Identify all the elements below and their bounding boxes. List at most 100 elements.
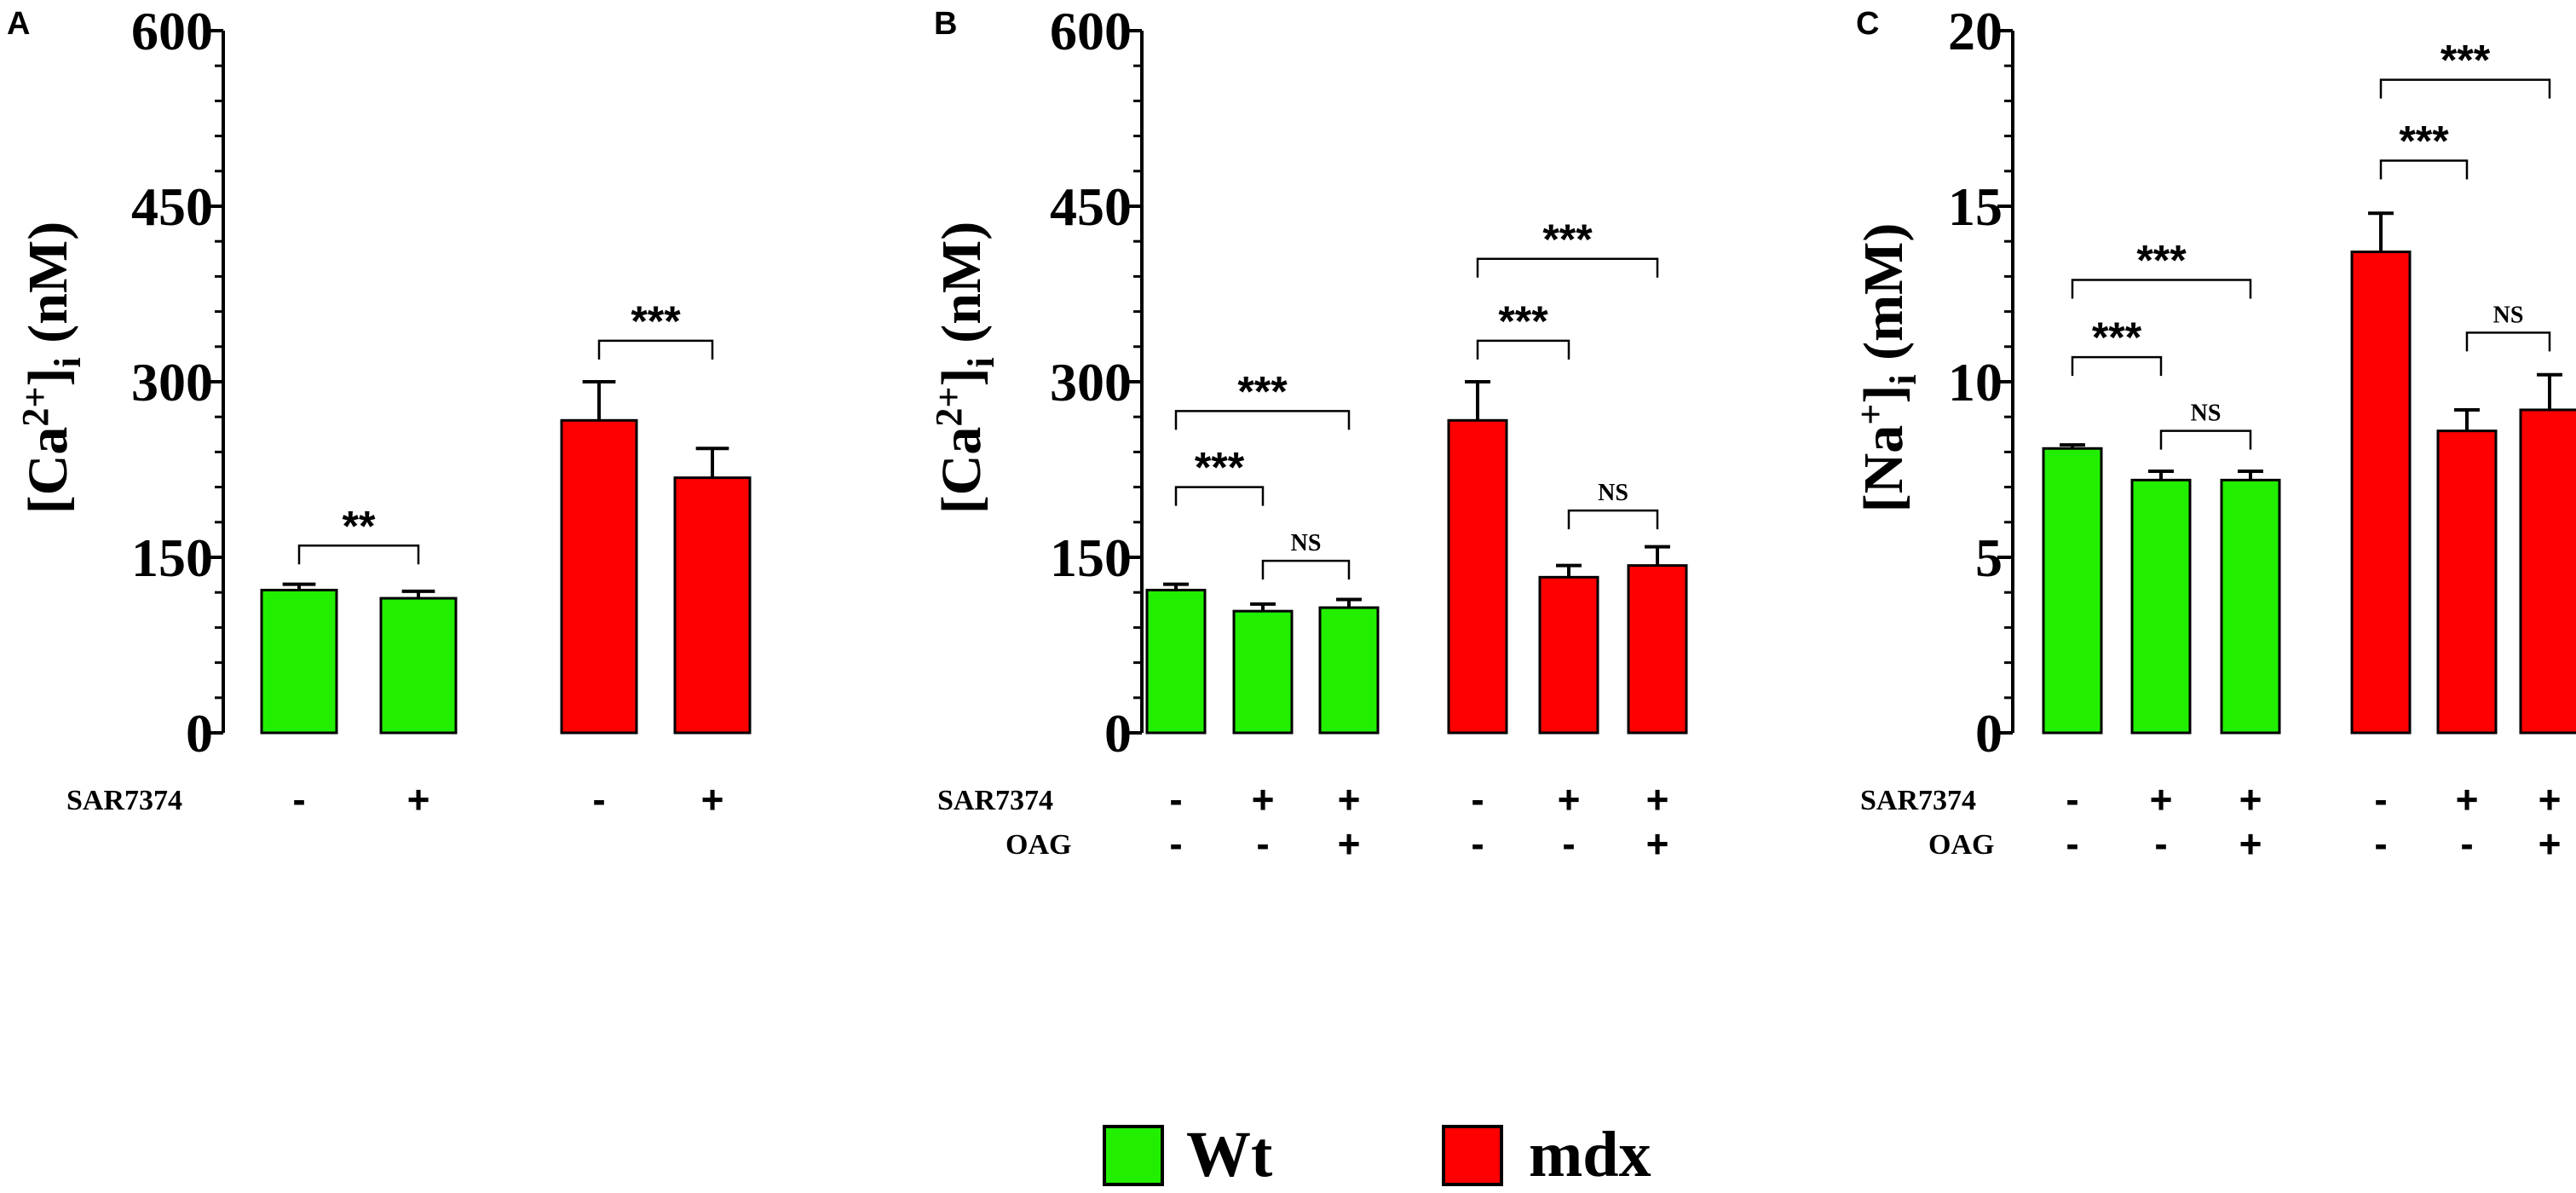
- sign-plus: +: [1558, 777, 1581, 821]
- bar-mdx: [2519, 408, 2576, 735]
- sign-plus: +: [1646, 777, 1669, 821]
- y-tick-label: 300: [131, 352, 213, 412]
- y-tick-label: 150: [1050, 527, 1132, 588]
- y-label-unit: (nM): [931, 222, 993, 357]
- row-label-oag: OAG: [1006, 829, 1071, 861]
- bar-wt: [2130, 478, 2192, 735]
- sign-minus: -: [2066, 777, 2078, 821]
- bar-wt: [260, 588, 338, 735]
- significance-label: NS: [1598, 480, 1628, 506]
- y-label-superscript: 2+: [928, 386, 970, 426]
- legend: Wt mdx: [1103, 1119, 1651, 1190]
- y-label-main: [Na: [1853, 425, 1915, 513]
- significance-bracket: [2071, 355, 2163, 377]
- significance-label: ***: [1498, 297, 1548, 345]
- legend-label-mdx: mdx: [1529, 1119, 1651, 1190]
- bar-mdx: [560, 418, 638, 735]
- y-label-superscript: 2+: [14, 386, 56, 426]
- row-label-sar7374: SAR7374: [66, 785, 182, 816]
- sign-minus: -: [2066, 821, 2078, 866]
- sign-plus: +: [1338, 777, 1361, 821]
- sign-minus: -: [1562, 821, 1575, 866]
- sign-minus: -: [592, 777, 605, 821]
- sign-plus: +: [2539, 777, 2562, 821]
- legend-label-wt: Wt: [1186, 1119, 1272, 1190]
- row-label-sar7374: SAR7374: [937, 785, 1053, 816]
- y-tick-label: 15: [1948, 176, 2003, 237]
- y-label-unit: (mM): [1853, 223, 1915, 375]
- significance-label: ***: [1542, 216, 1593, 263]
- sign-minus: -: [2374, 821, 2387, 866]
- bar-wt: [2220, 478, 2281, 735]
- significance-bracket: [1174, 486, 1265, 506]
- sign-plus: +: [1338, 821, 1361, 866]
- y-label-subscript: i: [1882, 374, 1924, 384]
- sign-minus: -: [1169, 777, 1182, 821]
- y-label-superscript: +: [1850, 404, 1892, 425]
- significance-label: ***: [2136, 237, 2187, 285]
- legend-swatch-mdx: [1442, 1125, 1503, 1186]
- sign-minus: -: [1471, 777, 1484, 821]
- sign-minus: -: [2374, 777, 2387, 821]
- y-tick-label: 450: [1050, 176, 1132, 237]
- significance-label: ***: [2092, 314, 2142, 361]
- panel-letter: A: [7, 6, 30, 42]
- row-label-sar7374: SAR7374: [1860, 785, 1976, 816]
- significance-bracket: [297, 545, 420, 565]
- significance-label: NS: [1291, 530, 1322, 556]
- bar-mdx: [2436, 429, 2498, 735]
- y-label-unit: (nM): [17, 222, 79, 357]
- bar-mdx: [2350, 251, 2412, 735]
- bar-wt: [379, 596, 458, 735]
- y-label-subscript: i: [960, 357, 1002, 367]
- significance-label: ***: [2399, 117, 2449, 164]
- sign-plus: +: [2239, 777, 2262, 821]
- significance-label: ***: [1195, 444, 1245, 492]
- significance-bracket: [2379, 159, 2469, 180]
- y-tick-label: 5: [1975, 527, 2003, 588]
- significance-bracket: [1261, 559, 1351, 580]
- y-tick-label: 450: [131, 176, 213, 237]
- significance-label: NS: [2191, 401, 2222, 427]
- bar-mdx: [673, 476, 752, 735]
- y-label-bracket: ]: [931, 368, 993, 387]
- sign-plus: +: [1646, 821, 1669, 866]
- significance-bracket: [2465, 331, 2551, 352]
- significance-bracket: [1174, 410, 1351, 430]
- bar-mdx: [1627, 564, 1688, 735]
- significance-bracket: [597, 339, 714, 360]
- sign-plus: +: [2150, 777, 2173, 821]
- sign-plus: +: [2239, 821, 2262, 866]
- y-tick-label: 600: [131, 1, 213, 61]
- y-tick-label: 600: [1050, 1, 1132, 61]
- y-label-main: [Ca: [17, 427, 79, 515]
- significance-bracket: [2159, 429, 2252, 450]
- y-tick-label: 300: [1050, 352, 1132, 412]
- y-axis-label: [Na+]i (mM): [1850, 223, 1924, 513]
- panel-letter: C: [1856, 6, 1879, 42]
- y-axis-label: [Ca2+]i (nM): [14, 222, 89, 514]
- y-tick-label: 20: [1948, 1, 2003, 61]
- bar-wt: [1232, 609, 1294, 735]
- sign-plus: +: [2539, 821, 2562, 866]
- panel-letter: B: [934, 6, 957, 42]
- y-tick-label: 10: [1948, 352, 2003, 412]
- y-axis-label: [Ca2+]i (nM): [928, 222, 1002, 514]
- significance-label: NS: [2493, 302, 2524, 328]
- y-label-bracket: ]: [17, 368, 79, 387]
- sign-plus: +: [1252, 777, 1275, 821]
- y-tick-label: 0: [1104, 703, 1132, 764]
- significance-bracket: [1476, 257, 1659, 278]
- bar-wt: [2042, 447, 2103, 735]
- bar-mdx: [1447, 418, 1508, 735]
- sign-minus: -: [1471, 821, 1484, 866]
- significance-bracket: [2071, 279, 2252, 299]
- sign-minus: -: [1169, 821, 1182, 866]
- bar-mdx: [1538, 575, 1599, 735]
- significance-bracket: [1567, 509, 1659, 530]
